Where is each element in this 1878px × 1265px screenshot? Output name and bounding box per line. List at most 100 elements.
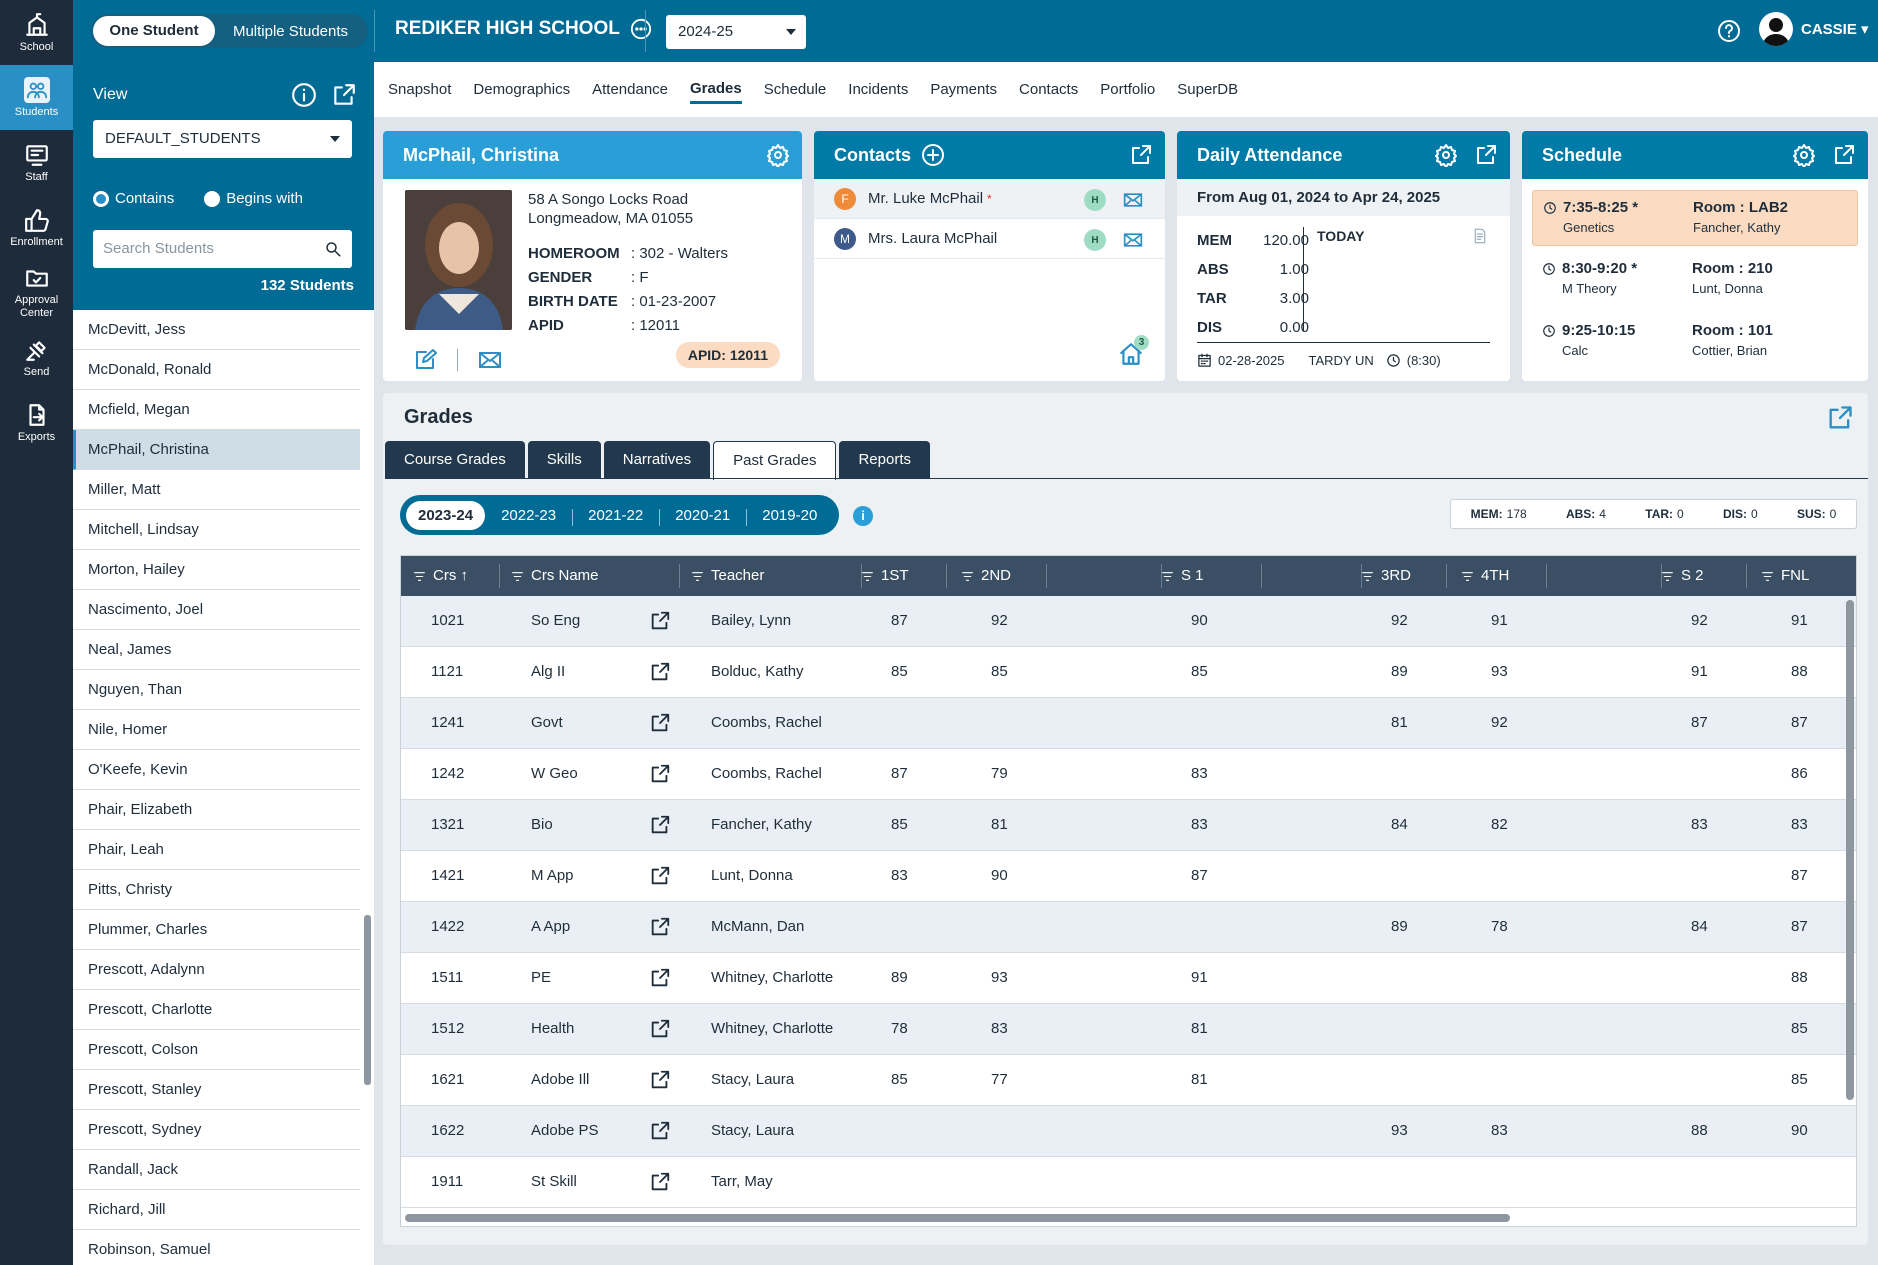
external-link-icon[interactable] bbox=[649, 712, 671, 734]
schedule-item[interactable]: 7:35-8:25 * Genetics Room : LAB2 Fancher, K… bbox=[1532, 190, 1858, 246]
year-tab[interactable]: 2022-23 bbox=[501, 506, 557, 524]
year-tab[interactable]: 2020-21 bbox=[659, 507, 746, 526]
column-header[interactable]: FNL bbox=[1761, 556, 1809, 596]
view-dropdown[interactable]: DEFAULT_STUDENTS bbox=[93, 120, 352, 158]
table-row[interactable]: 1911 St Skill Tarr, May bbox=[401, 1157, 1856, 1208]
column-divider[interactable] bbox=[1661, 564, 1662, 588]
one-student-option[interactable]: One Student bbox=[93, 16, 215, 46]
table-row[interactable]: 1422 A App McMann, Dan 89 78 84 87 bbox=[401, 902, 1856, 953]
student-list-item[interactable]: McPhail, Christina bbox=[73, 430, 360, 470]
student-mode-toggle[interactable]: One Student Multiple Students bbox=[91, 14, 368, 48]
year-tab[interactable]: 2021-22 bbox=[572, 507, 659, 526]
column-divider[interactable] bbox=[946, 564, 947, 588]
schedule-item[interactable]: 8:30-9:20 * M Theory Room : 210 Lunt, Donna bbox=[1532, 252, 1858, 308]
add-contact-icon[interactable] bbox=[921, 143, 945, 167]
info-icon[interactable] bbox=[291, 82, 317, 108]
tab-incidents[interactable]: Incidents bbox=[848, 81, 909, 98]
student-list-item[interactable]: Robinson, Samuel bbox=[73, 1230, 360, 1265]
tab-course-grades[interactable]: Course Grades bbox=[385, 441, 525, 478]
tab-attendance[interactable]: Attendance bbox=[592, 81, 669, 98]
student-list-item[interactable]: Neal, James bbox=[73, 630, 360, 670]
gear-icon[interactable] bbox=[1434, 143, 1458, 167]
column-header[interactable]: 4TH bbox=[1461, 556, 1509, 596]
rail-item-exports[interactable]: Exports bbox=[0, 390, 73, 455]
year-select[interactable]: 2024-25 bbox=[666, 15, 806, 49]
tab-skills[interactable]: Skills bbox=[527, 441, 601, 478]
filter-icon[interactable] bbox=[413, 570, 426, 583]
external-link-icon[interactable] bbox=[649, 814, 671, 836]
scrollbar[interactable] bbox=[1846, 600, 1854, 1100]
table-row[interactable]: 1241 Govt Coombs, Rachel 81 92 87 87 bbox=[401, 698, 1856, 749]
student-list-item[interactable]: Prescott, Stanley bbox=[73, 1070, 360, 1110]
table-row[interactable]: 1421 M App Lunt, Donna 83 90 87 87 bbox=[401, 851, 1856, 902]
schedule-item[interactable]: 9:25-10:15 Calc Room : 101 Cottier, Brian bbox=[1532, 314, 1858, 370]
avatar[interactable] bbox=[1759, 12, 1793, 46]
contact-row[interactable]: M Mrs. Laura McPhail H bbox=[814, 219, 1165, 259]
student-list-item[interactable]: Prescott, Colson bbox=[73, 1030, 360, 1070]
student-list-item[interactable]: Richard, Jill bbox=[73, 1190, 360, 1230]
external-link-icon[interactable] bbox=[649, 865, 671, 887]
column-divider[interactable] bbox=[1446, 564, 1447, 588]
external-link-icon[interactable] bbox=[1129, 143, 1153, 167]
table-row[interactable]: 1242 W Geo Coombs, Rachel 87 79 83 86 bbox=[401, 749, 1856, 800]
help-icon[interactable] bbox=[1717, 19, 1741, 43]
filter-icon[interactable] bbox=[511, 570, 524, 583]
note-icon[interactable] bbox=[1472, 227, 1488, 245]
column-divider[interactable] bbox=[1161, 564, 1162, 588]
column-header[interactable]: Teacher bbox=[691, 556, 764, 596]
rail-item-staff[interactable]: Staff bbox=[0, 130, 73, 195]
search-icon[interactable] bbox=[324, 240, 342, 258]
filter-icon[interactable] bbox=[691, 570, 704, 583]
table-row[interactable]: 1622 Adobe PS Stacy, Laura 93 83 88 90 bbox=[401, 1106, 1856, 1157]
filter-icon[interactable] bbox=[1361, 570, 1374, 583]
scrollbar[interactable] bbox=[364, 915, 371, 1085]
column-divider[interactable] bbox=[1361, 564, 1362, 588]
column-divider[interactable] bbox=[861, 564, 862, 588]
tab-reports[interactable]: Reports bbox=[839, 441, 930, 478]
student-list-item[interactable]: Nile, Homer bbox=[73, 710, 360, 750]
begins-with-radio[interactable]: Begins with bbox=[204, 190, 303, 207]
column-header[interactable]: 2ND bbox=[961, 556, 1011, 596]
column-divider[interactable] bbox=[679, 564, 680, 588]
edit-icon[interactable] bbox=[413, 348, 437, 372]
student-list-item[interactable]: Nascimento, Joel bbox=[73, 590, 360, 630]
rail-item-enrollment[interactable]: Enrollment bbox=[0, 195, 73, 260]
more-dots-icon[interactable] bbox=[630, 18, 652, 40]
tab-demographics[interactable]: Demographics bbox=[473, 81, 571, 98]
column-divider[interactable] bbox=[1746, 564, 1747, 588]
student-list-item[interactable]: Phair, Leah bbox=[73, 830, 360, 870]
student-list-item[interactable]: Mcfield, Megan bbox=[73, 390, 360, 430]
table-row[interactable]: 1121 Alg II Bolduc, Kathy 85 85 85 89 93 91 88 bbox=[401, 647, 1856, 698]
tab-contacts[interactable]: Contacts bbox=[1019, 81, 1079, 98]
student-list-item[interactable]: Nguyen, Than bbox=[73, 670, 360, 710]
filter-icon[interactable] bbox=[1461, 570, 1474, 583]
tab-narratives[interactable]: Narratives bbox=[603, 441, 711, 478]
contact-row[interactable]: F Mr. Luke McPhail * H bbox=[814, 179, 1165, 219]
student-list-item[interactable]: Prescott, Sydney bbox=[73, 1110, 360, 1150]
external-link-icon[interactable] bbox=[331, 82, 357, 108]
user-menu[interactable]: CASSIE ▾ bbox=[1801, 21, 1869, 38]
external-link-icon[interactable] bbox=[649, 763, 671, 785]
search-input[interactable]: Search Students bbox=[93, 230, 352, 268]
tab-superdb[interactable]: SuperDB bbox=[1177, 81, 1239, 98]
student-list-item[interactable]: Miller, Matt bbox=[73, 470, 360, 510]
filter-icon[interactable] bbox=[1761, 570, 1774, 583]
year-tab[interactable]: 2023-24 bbox=[406, 500, 486, 530]
column-header[interactable]: S 2 bbox=[1661, 556, 1704, 596]
external-link-icon[interactable] bbox=[649, 1120, 671, 1142]
tab-payments[interactable]: Payments bbox=[930, 81, 998, 98]
mail-icon[interactable] bbox=[478, 348, 502, 372]
external-link-icon[interactable] bbox=[1832, 143, 1856, 167]
rail-item-send[interactable]: Send bbox=[0, 325, 73, 390]
tab-portfolio[interactable]: Portfolio bbox=[1100, 81, 1156, 98]
filter-icon[interactable] bbox=[961, 570, 974, 583]
table-row[interactable]: 1512 Health Whitney, Charlotte 78 83 81 85 bbox=[401, 1004, 1856, 1055]
external-link-icon[interactable] bbox=[649, 967, 671, 989]
rail-item-school[interactable]: School bbox=[0, 0, 73, 65]
column-header[interactable]: Crs Name bbox=[511, 556, 599, 596]
column-header[interactable]: 3RD bbox=[1361, 556, 1411, 596]
table-row[interactable]: 1621 Adobe Ill Stacy, Laura 85 77 81 85 bbox=[401, 1055, 1856, 1106]
contains-radio[interactable]: Contains bbox=[93, 190, 174, 207]
filter-icon[interactable] bbox=[1161, 570, 1174, 583]
table-row[interactable]: 1511 PE Whitney, Charlotte 89 93 91 88 bbox=[401, 953, 1856, 1004]
